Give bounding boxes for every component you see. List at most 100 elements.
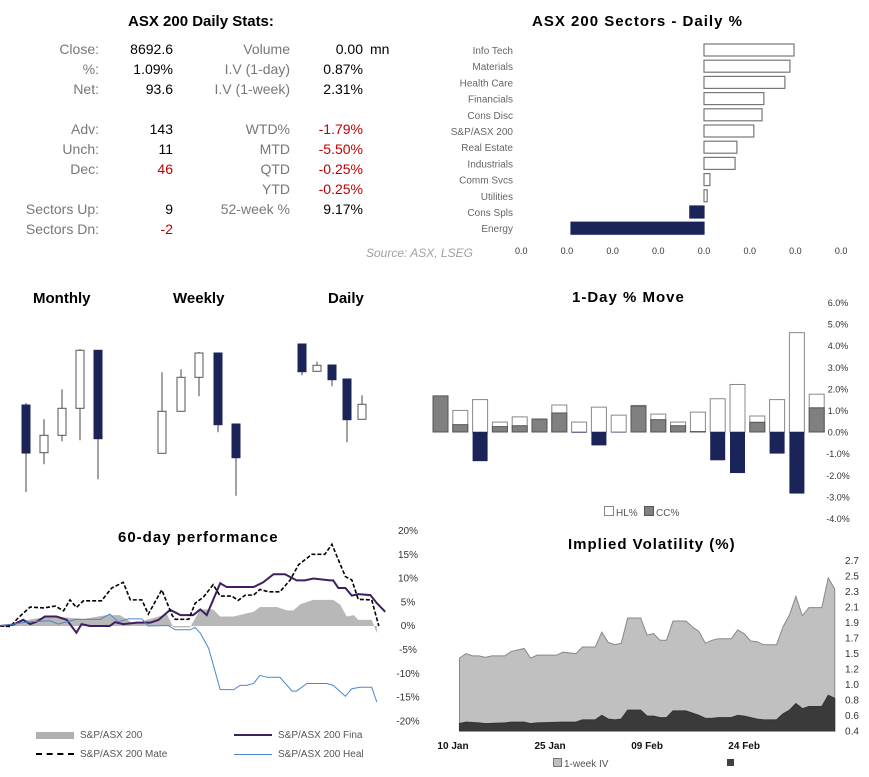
y-tick-label: 2.1 — [845, 603, 859, 614]
sector-label: Utilities — [481, 192, 513, 203]
stat-value: -5.50% — [318, 141, 363, 157]
iv-area-0 — [458, 576, 836, 732]
candle-body — [194, 352, 204, 378]
hl-bar — [472, 399, 489, 433]
cc-bar — [769, 432, 785, 454]
cc-bar — [730, 432, 745, 474]
x-tick-label: 0.0 — [561, 246, 574, 256]
sector-bar — [703, 43, 795, 57]
stat-label: Dec: — [70, 161, 99, 177]
stat-label: Sectors Up: — [25, 201, 99, 217]
stat-value: 8692.6 — [130, 41, 173, 57]
stat-value: 0.00 — [335, 41, 363, 57]
stat-label: Close: — [59, 41, 99, 57]
hl-bar — [788, 332, 805, 433]
y-tick-label: 5.0% — [828, 320, 849, 330]
stat-label: WTD% — [245, 121, 290, 137]
cc-bar — [650, 419, 667, 433]
cc-bar — [571, 432, 587, 433]
sector-bar — [703, 156, 736, 170]
candle-body — [93, 349, 103, 440]
sector-label: Health Care — [460, 78, 514, 89]
legend-swatch-heal — [234, 753, 272, 755]
cc-bar — [472, 432, 488, 462]
stat-value: -1.79% — [318, 121, 363, 137]
y-tick-label: 10% — [398, 574, 418, 585]
cc-bar — [491, 426, 508, 433]
candle-body — [213, 352, 223, 426]
y-tick-label: -2.0% — [826, 471, 850, 481]
x-tick-label: 24 Feb — [728, 741, 760, 752]
hl-bar — [590, 406, 607, 433]
sector-bar — [703, 59, 791, 73]
x-tick-label: 0.0 — [606, 246, 619, 256]
legend-fina: S&P/ASX 200 Fina — [234, 730, 363, 741]
y-tick-label: -15% — [396, 693, 419, 704]
candle-body — [297, 343, 307, 373]
x-tick-label: 0.0 — [743, 246, 756, 256]
sectors-title: ASX 200 Sectors - Daily % — [532, 13, 743, 30]
y-tick-label: 2.5 — [845, 572, 859, 583]
candle-body — [57, 407, 67, 436]
stat-value: 2.31% — [323, 81, 363, 97]
legend-hl: HL% — [604, 506, 638, 519]
source-note: Source: ASX, LSEG — [366, 246, 473, 260]
legend-1day-iv — [727, 758, 734, 769]
series-line-3 — [0, 613, 378, 703]
cc-bar — [808, 407, 825, 433]
sector-label: Cons Spls — [467, 208, 513, 219]
y-tick-label: 0.0% — [828, 428, 849, 438]
stat-label: Sectors Dn: — [25, 221, 99, 237]
y-tick-label: 1.0% — [828, 406, 849, 416]
candle-body — [176, 376, 186, 412]
hl-bar — [769, 399, 786, 433]
sector-bar — [689, 205, 705, 219]
legend-label-mate: S&P/ASX 200 Mate — [80, 749, 168, 760]
y-tick-label: 3.0% — [828, 363, 849, 373]
x-tick-label: 0.0 — [789, 246, 802, 256]
hl-bar — [709, 398, 726, 433]
y-tick-label: 2.3 — [845, 587, 859, 598]
series-line-2 — [0, 542, 380, 628]
cc-bar — [511, 425, 528, 433]
legend-swatch-1day-iv — [727, 759, 734, 766]
candle-body — [157, 410, 167, 454]
monthly-title: Monthly — [33, 290, 91, 307]
stat-value: 93.6 — [145, 81, 173, 97]
y-tick-label: -20% — [396, 716, 419, 727]
legend-heal: S&P/ASX 200 Heal — [234, 749, 364, 760]
sector-label: Energy — [481, 224, 513, 235]
stat-label: I.V (1-week) — [214, 81, 290, 97]
stat-label: %: — [82, 61, 99, 77]
y-tick-label: -5% — [399, 645, 417, 656]
sector-bar — [703, 189, 708, 203]
asx200-area — [0, 599, 377, 634]
hl-bar — [610, 414, 627, 433]
sector-label: Cons Disc — [467, 111, 513, 122]
candle-body — [312, 364, 322, 372]
candle-body — [39, 434, 49, 454]
cc-bar — [670, 425, 687, 433]
stat-value: 11 — [158, 141, 173, 157]
sector-label: Materials — [472, 62, 513, 73]
legend-swatch-mate — [36, 753, 74, 756]
legend-swatch-cc — [644, 506, 654, 516]
sector-bar — [703, 124, 755, 138]
y-tick-label: 1.2 — [845, 665, 859, 676]
x-tick-label: 0.0 — [698, 246, 711, 256]
x-tick-label: 09 Feb — [631, 741, 663, 752]
legend-label-1week-iv: 1-week IV — [564, 759, 609, 770]
daily-title: Daily — [328, 290, 364, 307]
y-tick-label: 5% — [401, 597, 416, 608]
x-tick-label: 25 Jan — [534, 741, 565, 752]
legend-cc: CC% — [644, 506, 679, 519]
sector-bar — [703, 75, 786, 90]
stats-title: ASX 200 Daily Stats: — [128, 13, 274, 30]
cc-bar — [551, 412, 568, 433]
cc-bar — [749, 421, 766, 433]
hl-bar — [729, 383, 746, 433]
cc-bar — [452, 424, 469, 433]
volume-unit: mn — [370, 41, 390, 57]
cc-bar — [591, 432, 607, 446]
